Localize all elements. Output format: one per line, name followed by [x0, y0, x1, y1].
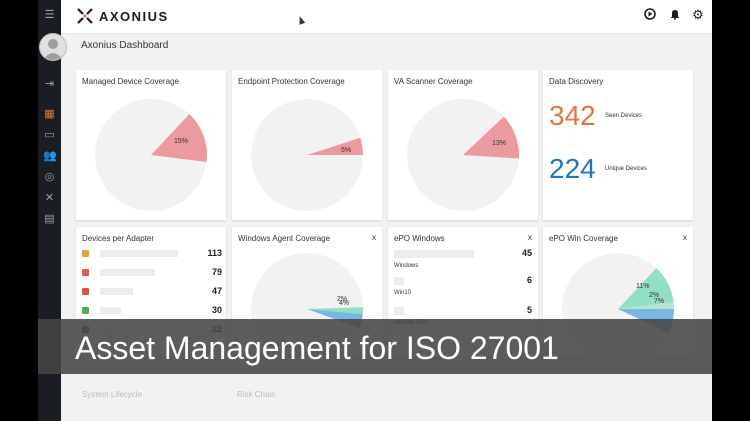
- adapter-bar: [100, 288, 133, 295]
- card-endpoint-protection-coverage[interactable]: Endpoint Protection Coverage 5%: [232, 70, 382, 220]
- windows-agent-label-1: 2%: [337, 296, 347, 303]
- epo-count: 6: [526, 275, 532, 285]
- adapter-bar: [100, 250, 178, 257]
- adapter-count: 79: [211, 267, 222, 277]
- top-bar: AXONIUS ⚙: [61, 0, 712, 34]
- card-title: ePO Win Coverage: [549, 234, 618, 243]
- close-icon[interactable]: x: [528, 233, 532, 242]
- logo[interactable]: AXONIUS: [77, 6, 169, 26]
- epo-win-label-1: 11%: [636, 283, 650, 290]
- adapter-row[interactable]: 79: [82, 267, 222, 277]
- video-caption: Asset Management for ISO 27001: [75, 330, 559, 366]
- notifications-icon[interactable]: [668, 8, 682, 22]
- epo-label: Win10: [394, 290, 412, 296]
- adapter-bar: [100, 307, 121, 314]
- adapter-icon: [82, 288, 89, 295]
- seen-devices-count[interactable]: 342: [549, 100, 596, 131]
- sidebar: ☰ ⇥ ▦ ▭ 👥 ◎ ✕ ▤: [38, 0, 61, 421]
- epo-win-slice-green: [618, 268, 674, 309]
- card-title: Data Discovery: [549, 77, 604, 86]
- adapter-row[interactable]: 113: [82, 248, 222, 258]
- page-title: Axonius Dashboard: [81, 40, 169, 51]
- close-icon[interactable]: x: [683, 233, 687, 242]
- adapter-icon: [82, 307, 89, 314]
- dashboard-icon[interactable]: ▦: [44, 108, 55, 120]
- card-title: Devices per Adapter: [82, 234, 155, 243]
- managed-coverage-label: 15%: [174, 138, 188, 145]
- endpoint-coverage-slice: [307, 137, 363, 155]
- epo-win-label-3: 7%: [654, 298, 664, 305]
- devices-icon[interactable]: ▭: [44, 129, 55, 141]
- logo-text: AXONIUS: [99, 8, 169, 24]
- close-icon[interactable]: x: [372, 233, 376, 242]
- adapter-count: 47: [211, 286, 222, 296]
- windows-agent-slice-green: [307, 307, 363, 315]
- app-window: ☰ ⇥ ▦ ▭ 👥 ◎ ✕ ▤ AXONIUS ⚙ Axonius Dashbo…: [38, 0, 712, 421]
- settings-gear-icon[interactable]: ⚙: [692, 7, 704, 22]
- reports-icon[interactable]: ▤: [44, 213, 55, 225]
- users-icon[interactable]: 👥: [43, 150, 57, 162]
- managed-coverage-slice: [151, 114, 207, 163]
- unique-devices-label: Unique Devices: [605, 166, 648, 172]
- adapter-count: 30: [211, 305, 222, 315]
- adapter-icon: [82, 250, 89, 257]
- card-data-discovery[interactable]: Data Discovery 342 Seen Devices 224 Uniq…: [543, 70, 693, 220]
- play-icon[interactable]: [643, 8, 657, 22]
- caption-band: [38, 319, 712, 374]
- endpoint-coverage-label: 5%: [341, 147, 351, 154]
- epo-win-label-2: 2%: [649, 292, 659, 299]
- epo-bar: [394, 250, 474, 258]
- seen-devices-label: Seen Devices: [605, 113, 643, 119]
- epo-bar: [394, 277, 404, 285]
- epo-win-slice-light: [618, 301, 674, 309]
- card-title: Windows Agent Coverage: [238, 234, 331, 243]
- adapter-row[interactable]: 30: [82, 305, 222, 315]
- card-managed-device-coverage[interactable]: Managed Device Coverage 15%: [76, 70, 226, 220]
- risk-chain-title: Risk Chain: [237, 390, 276, 399]
- avatar[interactable]: [39, 33, 67, 61]
- windows-agent-label-2: 4%: [339, 300, 349, 307]
- va-coverage-pie: 13%: [407, 99, 519, 211]
- unique-devices-count[interactable]: 224: [549, 153, 596, 184]
- card-va-scanner-coverage[interactable]: VA Scanner Coverage 13%: [388, 70, 538, 220]
- card-title: Managed Device Coverage: [82, 77, 179, 86]
- plugins-icon[interactable]: ◎: [44, 171, 55, 183]
- axonius-logo-icon: [77, 8, 93, 24]
- adapters-icon[interactable]: ✕: [44, 192, 55, 204]
- va-coverage-slice: [463, 116, 519, 159]
- logout-icon[interactable]: ⇥: [44, 78, 55, 90]
- system-lifecycle-title: System Lifecycle: [82, 390, 143, 399]
- managed-coverage-pie: 15%: [95, 99, 207, 211]
- endpoint-coverage-pie: 5%: [251, 99, 363, 211]
- card-title: VA Scanner Coverage: [394, 77, 473, 86]
- menu-icon[interactable]: ☰: [44, 9, 55, 21]
- card-title: ePO Windows: [394, 234, 445, 243]
- adapter-bar: [100, 269, 155, 276]
- adapter-icon: [82, 269, 89, 276]
- va-coverage-label: 13%: [492, 140, 506, 147]
- adapter-count: 113: [207, 248, 222, 258]
- adapter-row[interactable]: 47: [82, 286, 222, 296]
- epo-label: Windows: [394, 263, 419, 269]
- epo-bar: [394, 307, 404, 315]
- epo-count: 45: [521, 248, 532, 258]
- epo-count: 5: [526, 305, 532, 315]
- card-title: Endpoint Protection Coverage: [238, 77, 345, 86]
